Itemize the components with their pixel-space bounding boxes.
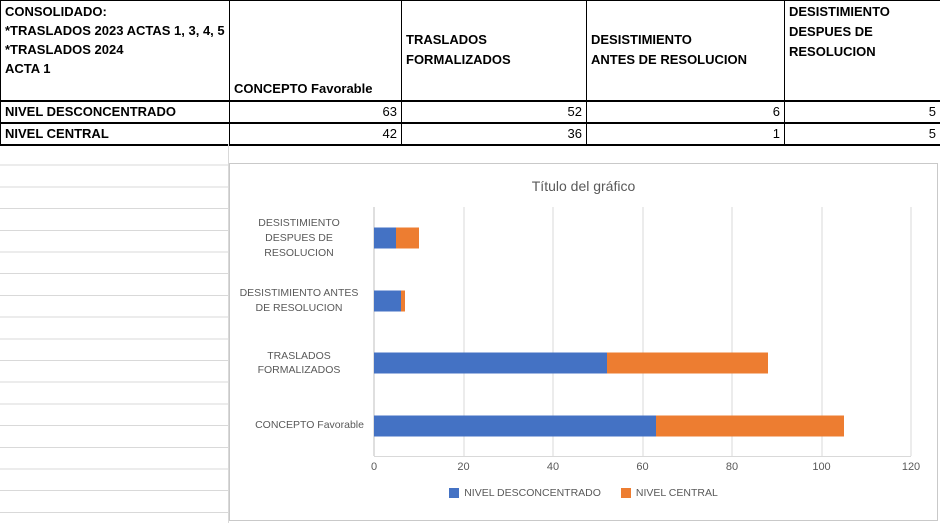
value-cell[interactable]: 63: [229, 99, 402, 124]
x-gridline: [552, 207, 554, 456]
chart-category-row: CONCEPTO Favorable: [230, 395, 937, 458]
table-row: NIVEL CENTRAL 42 36 1 5: [0, 121, 940, 146]
category-label-text: TRASLADOS FORMALIZADOS: [257, 349, 341, 377]
bar-segment[interactable]: [396, 227, 419, 249]
value-cell[interactable]: 5: [784, 99, 940, 124]
value-cell[interactable]: 52: [401, 99, 587, 124]
bar-track: [374, 395, 911, 458]
chart-category-row: DESISTIMIENTO ANTES DE RESOLUCION: [230, 270, 937, 333]
value-cell[interactable]: 36: [401, 121, 587, 146]
row-label-nivel-desconcentrado[interactable]: NIVEL DESCONCENTRADO: [0, 99, 230, 124]
x-tick-label: 20: [457, 461, 470, 473]
category-label-text: DESISTIMIENTO DESPUES DE RESOLUCION: [258, 217, 340, 259]
bar-track: [374, 207, 911, 270]
chart-plot: 0 20 40 60 80 100 120 DESISTIMIENTO DESPUES DE…: [230, 207, 937, 473]
column-header-concepto-favorable[interactable]: CONCEPTO Favorable: [229, 0, 402, 101]
category-label-text: CONCEPTO Favorable: [255, 419, 364, 432]
chart-category-row: DESISTIMIENTO DESPUES DE RESOLUCION: [230, 207, 937, 270]
category-label: DESISTIMIENTO ANTES DE RESOLUCION: [230, 270, 374, 333]
x-gridline: [910, 207, 912, 456]
x-tick-label: 120: [901, 461, 921, 473]
chart-gridlines: 0 20 40 60 80 100 120: [371, 207, 920, 473]
empty-grid-rows: [0, 144, 229, 523]
bar-track: [374, 332, 911, 395]
x-gridline: [463, 207, 464, 456]
x-gridline: [731, 207, 733, 456]
x-tick-label: 0: [370, 461, 378, 473]
table-header-row: CONSOLIDADO: *TRASLADOS 2023 ACTAS 1, 3,…: [0, 0, 940, 101]
value-cell[interactable]: 42: [229, 121, 402, 146]
chart-legend: NIVEL DESCONCENTRADO NIVEL CENTRAL: [230, 487, 937, 499]
category-label: DESISTIMIENTO DESPUES DE RESOLUCION: [230, 207, 374, 270]
chart-rows: DESISTIMIENTO DESPUES DE RESOLUCION DESIS…: [230, 207, 937, 457]
bar-segment[interactable]: [374, 415, 656, 437]
column-header-traslados-formalizados[interactable]: TRASLADOS FORMALIZADOS: [401, 0, 587, 101]
value-cell[interactable]: 6: [586, 99, 785, 124]
legend-swatch: [449, 488, 460, 498]
category-label: CONCEPTO Favorable: [230, 395, 374, 458]
chart-title[interactable]: Título del gráfico: [531, 178, 636, 194]
value-cell[interactable]: 5: [784, 121, 940, 146]
corner-header-cell[interactable]: CONSOLIDADO: *TRASLADOS 2023 ACTAS 1, 3,…: [0, 0, 230, 101]
category-label: TRASLADOS FORMALIZADOS: [230, 332, 374, 395]
legend-item[interactable]: NIVEL CENTRAL: [620, 487, 718, 499]
category-label-text: DESISTIMIENTO ANTES DE RESOLUCION: [239, 287, 359, 314]
value-cell[interactable]: 1: [586, 121, 785, 146]
x-tick-label: 60: [636, 461, 649, 473]
table-row: NIVEL DESCONCENTRADO 63 52 6 5: [0, 99, 940, 124]
x-tick-label: 80: [725, 461, 739, 473]
x-gridline: [642, 207, 643, 456]
bar-segment[interactable]: [374, 227, 397, 249]
chart-panel[interactable]: Título del gráfico 0 20 40 60 80 100 120 DESIS…: [229, 163, 938, 521]
legend-swatch: [620, 488, 631, 498]
legend-label: NIVEL CENTRAL: [635, 487, 718, 499]
data-table: CONSOLIDADO: *TRASLADOS 2023 ACTAS 1, 3,…: [0, 0, 940, 146]
x-tick-label: 40: [546, 461, 560, 473]
bar-track: [374, 270, 911, 333]
x-tick-label: 100: [812, 461, 831, 473]
bar-segment[interactable]: [374, 352, 607, 374]
bar-segment[interactable]: [374, 290, 401, 312]
x-gridline: [373, 207, 375, 456]
chart-category-row: TRASLADOS FORMALIZADOS: [230, 332, 937, 395]
bar-segment[interactable]: [400, 290, 406, 312]
column-header-desistimiento-antes[interactable]: DESISTIMIENTO ANTES DE RESOLUCION: [586, 0, 785, 101]
row-label-nivel-central[interactable]: NIVEL CENTRAL: [0, 121, 230, 146]
legend-label: NIVEL DESCONCENTRADO: [464, 487, 601, 499]
bar-segment[interactable]: [655, 415, 844, 437]
bar-segment[interactable]: [606, 352, 768, 374]
legend-item[interactable]: NIVEL DESCONCENTRADO: [449, 487, 601, 499]
column-header-desistimiento-despues[interactable]: DESISTIMIENTO DESPUES DE RESOLUCION: [784, 0, 940, 101]
x-gridline: [821, 207, 822, 456]
